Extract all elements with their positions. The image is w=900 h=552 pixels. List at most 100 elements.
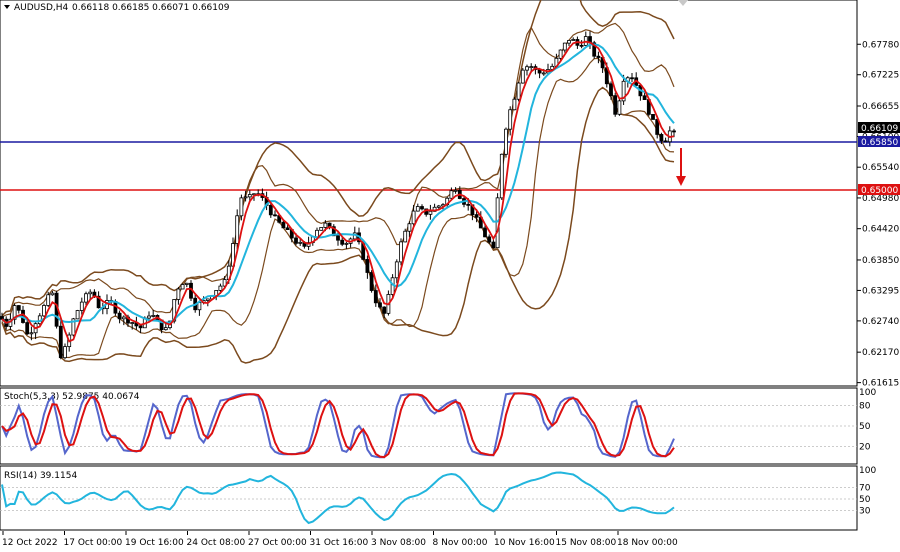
candle <box>273 210 277 217</box>
candle <box>184 282 189 288</box>
time-tick-label: 15 Nov 08:00 <box>556 538 617 548</box>
candle <box>285 224 290 231</box>
time-tick-label: 17 Oct 00:00 <box>64 538 123 548</box>
candle <box>512 96 517 111</box>
svg-text:0.65000: 0.65000 <box>861 186 898 196</box>
price-tick-label: 0.64980 <box>862 194 899 204</box>
candle <box>75 309 80 320</box>
time-axis: 12 Oct 2022 17 Oct 00:00 19 Oct 16:00 24 Oc… <box>2 531 678 548</box>
price-tick-label: 0.62170 <box>862 348 899 358</box>
price-tick-label: 0.63850 <box>862 256 899 266</box>
candle <box>12 303 17 325</box>
candle <box>46 291 51 308</box>
down-arrow-icon <box>676 148 686 186</box>
time-tick-label: 31 Oct 16:00 <box>310 538 369 548</box>
candle <box>483 223 487 238</box>
level-price-tag-2: 0.65000 <box>858 184 900 196</box>
time-tick-label: 12 Oct 2022 <box>2 538 58 548</box>
candle <box>525 64 529 76</box>
ma-slow-line <box>1 43 675 324</box>
dropdown-triangle-icon[interactable] <box>4 5 10 9</box>
candle <box>613 92 618 117</box>
candle <box>609 81 613 100</box>
candle <box>453 187 458 194</box>
candle <box>621 74 626 105</box>
current-price-tag: 0.66109 <box>858 122 900 134</box>
candle <box>558 49 563 62</box>
candle <box>420 204 424 211</box>
price-tick-label: 0.65540 <box>862 163 899 173</box>
stochastic-axis: 100 80 50 20 <box>859 388 876 452</box>
candle <box>29 326 34 341</box>
bollinger-inner-lower <box>1 57 675 359</box>
candle <box>151 309 156 318</box>
chart-symbol: AUDUSD,H4 <box>14 3 69 13</box>
candle <box>672 128 676 138</box>
candle <box>84 291 88 305</box>
price-tick-label: 0.63295 <box>862 286 899 296</box>
candle <box>508 106 513 136</box>
rsi-tick-label: 30 <box>859 507 871 517</box>
candle <box>487 234 492 245</box>
candle <box>499 153 504 200</box>
candle <box>88 289 93 300</box>
rsi-axis: 100 70 50 30 <box>859 466 876 517</box>
stoch-signal-line <box>1 392 675 459</box>
stoch-tick-label: 100 <box>859 388 876 398</box>
rsi-tick-label: 50 <box>859 495 871 505</box>
rsi-value-line <box>1 471 675 525</box>
rsi-tick-label: 100 <box>859 466 876 476</box>
candle <box>630 72 634 82</box>
candle <box>516 82 521 102</box>
candle <box>596 51 601 64</box>
time-tick-label: 8 Nov 00:00 <box>433 538 488 548</box>
candle <box>567 40 571 47</box>
candle <box>365 255 370 279</box>
bollinger-lower <box>1 86 675 364</box>
candle <box>373 284 378 307</box>
candle <box>449 187 454 199</box>
candle <box>268 202 273 218</box>
candle <box>571 37 576 41</box>
marker-icon <box>678 0 688 6</box>
stochastic-lines <box>0 392 857 459</box>
svg-text:0.66109: 0.66109 <box>861 124 898 134</box>
candle <box>239 194 244 221</box>
candle <box>25 319 30 336</box>
price-tick-label: 0.64420 <box>862 225 899 235</box>
candle <box>344 241 349 250</box>
candle <box>407 221 412 238</box>
time-tick-label: 10 Nov 16:00 <box>494 538 555 548</box>
candle <box>281 220 286 229</box>
rsi-pane[interactable] <box>0 465 858 531</box>
candle <box>428 204 433 220</box>
candle <box>504 127 508 158</box>
candle <box>411 204 416 227</box>
main-price-pane[interactable] <box>0 0 858 387</box>
candle <box>651 113 655 120</box>
candle <box>50 290 55 296</box>
moving-averages <box>1 40 675 343</box>
price-tick-label: 0.66655 <box>862 102 899 112</box>
stochastic-label: Stoch(5,3,3) 52.9875 40.0674 <box>4 392 140 402</box>
time-tick-label: 19 Oct 16:00 <box>125 538 184 548</box>
stoch-main-line <box>1 392 675 459</box>
price-tick-label: 0.67225 <box>862 71 899 81</box>
candle <box>176 287 181 305</box>
candle <box>415 203 420 212</box>
rsi-line <box>0 471 857 525</box>
chart-ohlc: 0.66118 0.66185 0.66071 0.66109 <box>72 3 230 13</box>
candle <box>579 40 584 49</box>
candle <box>617 97 622 116</box>
candle <box>663 137 668 143</box>
time-tick-label: 24 Oct 08:00 <box>187 538 246 548</box>
candle <box>63 343 67 360</box>
bollinger-upper <box>1 0 675 317</box>
candle <box>655 115 660 139</box>
candle <box>130 321 135 330</box>
svg-text:0.65850: 0.65850 <box>861 138 898 148</box>
candle <box>378 298 382 309</box>
price-tick-label: 0.67780 <box>862 40 899 50</box>
candle <box>42 303 46 317</box>
